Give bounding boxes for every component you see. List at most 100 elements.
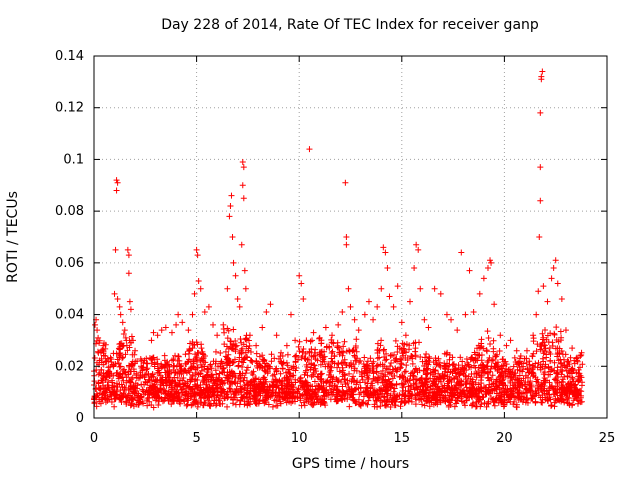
data-point-marker: [279, 352, 286, 359]
data-point-marker: [386, 293, 393, 300]
data-point-marker: [458, 249, 465, 256]
data-point-marker: [114, 179, 121, 186]
data-point-marker: [361, 311, 368, 318]
data-point-marker: [351, 316, 358, 323]
x-tick-label: 0: [90, 431, 98, 446]
data-point-marker: [197, 285, 204, 292]
data-point-marker: [232, 272, 239, 279]
data-point-marker: [380, 244, 387, 251]
data-point-marker: [158, 327, 165, 334]
data-point-marker: [100, 342, 107, 349]
data-point-marker: [102, 352, 109, 359]
data-point-marker: [310, 329, 317, 336]
data-point-marker: [537, 197, 544, 204]
data-point-marker: [111, 290, 118, 297]
data-point-marker: [537, 109, 544, 116]
data-point-marker: [193, 246, 200, 253]
data-point-marker: [303, 337, 310, 344]
data-point-marker: [554, 280, 561, 287]
data-point-marker: [148, 337, 155, 344]
data-point-marker: [201, 308, 208, 315]
data-point-marker: [306, 146, 313, 153]
data-point-marker: [394, 283, 401, 290]
data-point-marker: [94, 327, 101, 334]
data-point-marker: [241, 267, 248, 274]
data-point-marker: [121, 327, 128, 334]
data-point-marker: [503, 342, 510, 349]
data-point-marker: [189, 311, 196, 318]
data-point-marker: [476, 290, 483, 297]
data-point-marker: [365, 298, 372, 305]
data-point-marker: [537, 164, 544, 171]
data-point-marker: [448, 316, 455, 323]
data-point-marker: [421, 316, 428, 323]
data-point-marker: [230, 259, 237, 266]
y-tick-label: 0.1: [63, 152, 84, 167]
data-point-marker: [154, 332, 161, 339]
data-point-marker: [210, 321, 217, 328]
data-point-marker: [119, 319, 126, 326]
data-point-marker: [113, 187, 120, 194]
data-point-marker: [539, 68, 546, 75]
data-point-marker: [466, 267, 473, 274]
data-point-marker: [173, 321, 180, 328]
data-point-marker: [374, 303, 381, 310]
plot-frame: [93, 55, 608, 419]
data-point-marker: [239, 159, 246, 166]
data-point-marker: [195, 277, 202, 284]
data-point-marker: [95, 334, 102, 341]
data-point-marker: [214, 332, 221, 339]
data-point-marker: [378, 285, 385, 292]
data-point-marker: [413, 241, 420, 248]
data-point-marker: [267, 301, 274, 308]
data-point-marker: [355, 327, 362, 334]
y-tick-label: 0.04: [55, 308, 84, 323]
data-point-marker: [273, 332, 280, 339]
data-point-marker: [402, 332, 409, 339]
data-point-marker: [240, 164, 247, 171]
data-point-marker: [228, 192, 235, 199]
data-point-marker: [497, 332, 504, 339]
data-point-marker: [577, 352, 584, 359]
data-point-marker: [417, 285, 424, 292]
data-point-marker: [238, 241, 245, 248]
data-point-marker: [425, 324, 432, 331]
data-point-marker: [462, 311, 469, 318]
data-point-marker: [229, 234, 236, 240]
data-point-marker: [298, 280, 305, 287]
data-point-marker: [544, 298, 551, 305]
data-point-marker: [487, 257, 494, 264]
data-point-marker: [316, 334, 323, 341]
data-point-marker: [150, 329, 157, 336]
data-point-marker: [283, 342, 290, 349]
data-point-marker: [540, 283, 547, 290]
data-point-marker: [345, 285, 352, 292]
y-tick-label: 0.08: [55, 204, 84, 219]
data-point-marker: [454, 327, 461, 334]
x-tick-label: 10: [291, 431, 308, 446]
data-point-marker: [382, 249, 389, 256]
data-point-marker: [126, 298, 133, 305]
data-points: [92, 68, 584, 370]
data-point-marker: [240, 195, 247, 202]
data-point-marker: [530, 332, 537, 339]
data-point-marker: [513, 347, 520, 354]
data-point-marker: [226, 213, 233, 220]
data-point-marker: [538, 73, 545, 80]
data-point-marker: [236, 303, 243, 310]
data-point-marker: [300, 296, 307, 303]
data-point-marker: [335, 321, 342, 328]
data-point-marker: [113, 177, 120, 184]
y-tick-label: 0.06: [55, 256, 84, 271]
x-tick-label: 5: [192, 431, 200, 446]
data-point-marker: [296, 272, 303, 279]
data-point-marker: [517, 352, 524, 359]
data-point-marker: [370, 316, 377, 323]
data-point-marker: [112, 246, 119, 253]
data-point-marker: [491, 301, 498, 308]
data-point-marker: [550, 265, 557, 272]
y-tick-label: 0.12: [55, 101, 84, 116]
x-tick-label: 15: [394, 431, 411, 446]
data-point-marker: [339, 308, 346, 315]
